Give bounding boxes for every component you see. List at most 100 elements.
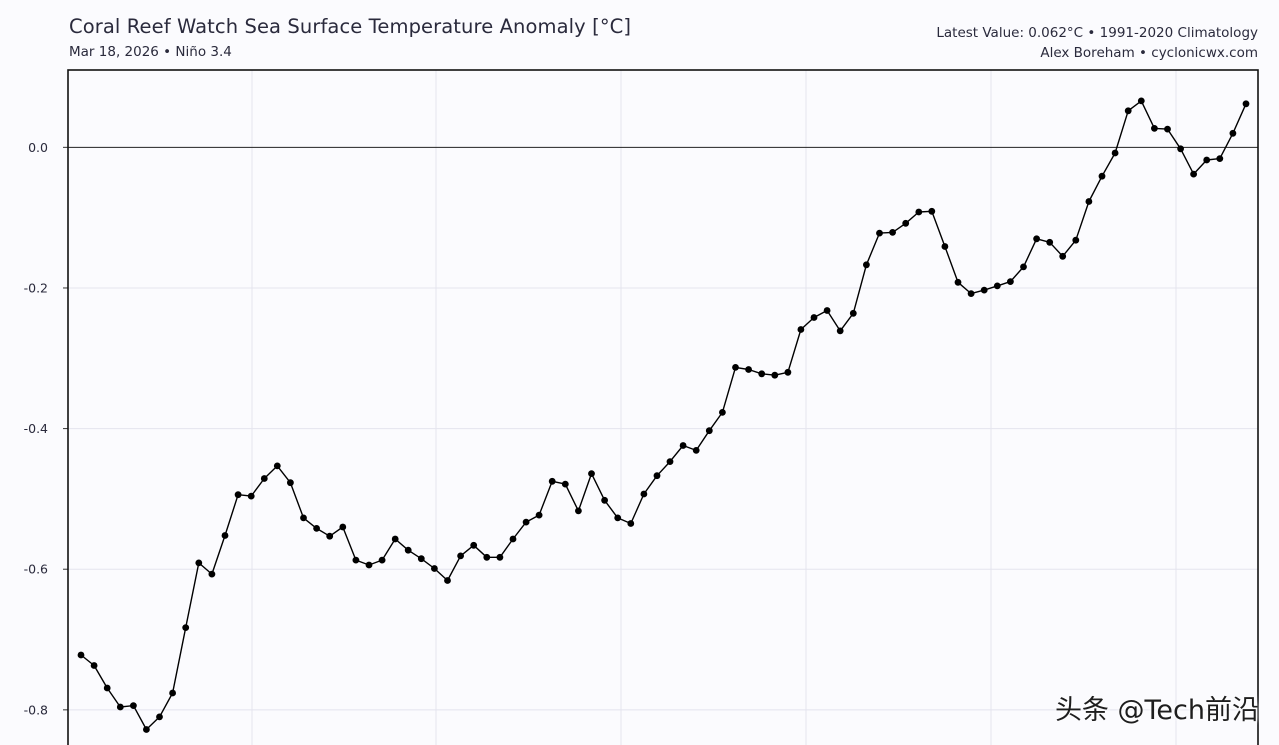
vertical-gridlines [251, 70, 1177, 745]
data-point-21 [352, 556, 360, 564]
plot-frame [67, 69, 1259, 745]
data-point-57 [823, 307, 831, 314]
data-point-25 [404, 546, 412, 554]
data-point-89 [1242, 100, 1250, 108]
data-point-51 [745, 366, 752, 373]
data-point-58 [836, 327, 844, 335]
data-point-78 [1098, 172, 1106, 180]
data-point-41 [614, 514, 622, 522]
data-point-33 [509, 535, 517, 543]
data-point-34 [522, 518, 530, 526]
data-point-64 [915, 208, 923, 216]
data-point-44 [653, 472, 661, 480]
data-point-61 [876, 229, 883, 237]
data-point-63 [902, 219, 910, 227]
data-series [77, 97, 1250, 733]
data-point-79 [1111, 149, 1119, 157]
chart-subtitle: Mar 18, 2026 • Niño 3.4 [69, 44, 232, 60]
data-point-26 [417, 555, 425, 563]
data-point-23 [378, 556, 386, 564]
data-point-17 [300, 514, 307, 522]
data-point-83 [1164, 125, 1171, 133]
data-point-30 [470, 541, 478, 549]
data-point-68 [967, 290, 975, 297]
data-point-40 [601, 496, 608, 504]
data-point-59 [849, 309, 857, 317]
data-point-43 [640, 490, 648, 498]
data-point-31 [483, 553, 491, 561]
data-point-13 [247, 492, 255, 500]
data-point-84 [1177, 145, 1184, 153]
data-point-86 [1203, 156, 1211, 164]
data-point-8 [182, 624, 190, 631]
series-line [80, 100, 1247, 731]
y-tick-label-1: -0.2 [24, 280, 48, 295]
data-point-35 [535, 511, 543, 519]
data-point-32 [496, 553, 504, 561]
y-tick-label-4: -0.8 [24, 702, 48, 717]
data-point-7 [169, 689, 177, 697]
data-point-65 [928, 207, 936, 215]
data-point-22 [365, 561, 373, 569]
data-point-36 [548, 477, 556, 485]
y-tick-label-0: 0.0 [28, 140, 48, 155]
data-point-55 [797, 326, 805, 333]
data-point-11 [221, 532, 229, 539]
data-point-87 [1216, 155, 1224, 163]
data-point-73 [1033, 235, 1040, 243]
data-point-6 [156, 713, 163, 721]
horizontal-gridlines [68, 287, 1258, 711]
data-point-82 [1151, 124, 1158, 132]
data-point-85 [1190, 170, 1197, 178]
data-point-14 [260, 475, 268, 482]
data-point-74 [1046, 238, 1054, 246]
data-point-49 [719, 409, 726, 416]
y-tick-label-3: -0.6 [24, 562, 48, 577]
data-point-39 [588, 470, 595, 477]
data-point-46 [679, 442, 687, 449]
data-point-48 [705, 427, 713, 435]
data-point-54 [784, 368, 792, 376]
data-point-69 [980, 286, 988, 294]
data-point-75 [1059, 252, 1067, 260]
data-point-62 [889, 229, 896, 236]
credit-text: Alex Boreham • cyclonicwx.com [1040, 45, 1258, 61]
data-point-29 [457, 552, 464, 560]
data-point-47 [692, 447, 700, 454]
data-point-24 [391, 535, 399, 543]
watermark-text: 头条 @Tech前沿 [1054, 695, 1259, 726]
data-point-67 [954, 278, 962, 286]
data-point-38 [575, 507, 582, 515]
data-point-76 [1072, 236, 1080, 244]
y-tick-label-2: -0.4 [24, 421, 48, 436]
data-point-60 [863, 261, 870, 269]
data-point-19 [326, 532, 334, 540]
data-point-88 [1229, 129, 1237, 137]
data-point-16 [287, 479, 294, 487]
data-point-56 [810, 314, 818, 321]
data-point-18 [313, 525, 320, 532]
data-point-50 [732, 364, 739, 371]
data-point-12 [234, 491, 242, 499]
data-point-37 [561, 480, 569, 488]
data-point-45 [666, 458, 674, 465]
data-point-77 [1085, 198, 1093, 205]
data-point-1 [90, 662, 98, 669]
data-point-2 [103, 684, 111, 692]
data-point-80 [1124, 107, 1132, 115]
data-point-70 [993, 282, 1001, 290]
data-point-42 [627, 520, 635, 527]
data-point-71 [1007, 278, 1014, 285]
data-point-0 [77, 651, 85, 659]
data-point-3 [116, 703, 124, 711]
chart-title: Coral Reef Watch Sea Surface Temperature… [69, 15, 632, 38]
data-point-72 [1020, 263, 1027, 271]
latest-value-text: Latest Value: 0.062°C • 1991-2020 Climat… [936, 25, 1258, 41]
data-point-20 [339, 523, 347, 531]
data-point-27 [431, 565, 438, 572]
data-point-4 [130, 702, 137, 709]
y-axis-ticks: 0.0 -0.2 -0.4 -0.6 -0.8 [24, 140, 68, 717]
data-point-28 [444, 577, 451, 584]
data-point-9 [195, 559, 203, 567]
